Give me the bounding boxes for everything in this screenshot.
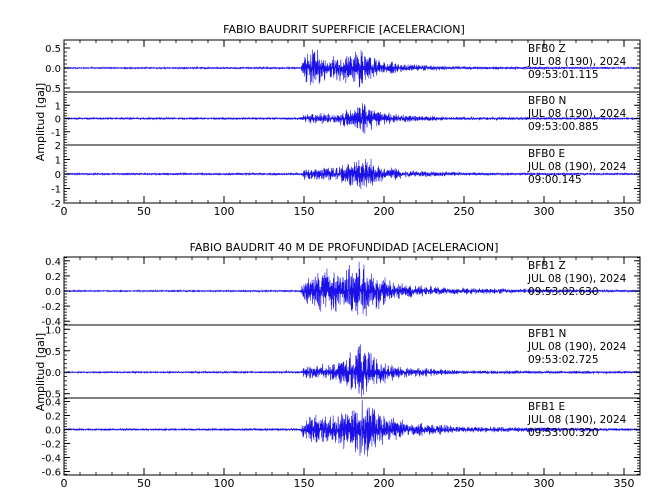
- start-time-label: 09:53:02.725: [528, 354, 599, 366]
- start-time-label: 09:53:00.320: [528, 427, 599, 439]
- y-tick-label: 0.4: [45, 398, 61, 409]
- date-label: JUL 08 (190), 2024: [527, 56, 627, 68]
- station-component-label: BFB1 E: [528, 401, 565, 413]
- station-component-label: BFB0 Z: [528, 43, 566, 55]
- start-time-label: 09:53:00.885: [528, 121, 599, 133]
- x-tick-label: 350: [614, 205, 635, 218]
- y-tick-label: 0.0: [45, 64, 61, 75]
- y-tick-label: 2: [55, 141, 61, 152]
- start-time-label: 09:53:02.630: [528, 286, 599, 298]
- date-label: JUL 08 (190), 2024: [527, 161, 627, 173]
- x-tick-label: 150: [294, 205, 315, 218]
- start-time-label: 09:00.145: [528, 174, 582, 186]
- y-tick-label: 0.2: [45, 412, 61, 423]
- station-component-label: BFB1 N: [528, 328, 566, 340]
- y-tick-label: 0.0: [45, 368, 61, 379]
- x-tick-label: 150: [294, 477, 315, 490]
- date-label: JUL 08 (190), 2024: [527, 273, 627, 285]
- y-tick-label: -0.5: [41, 390, 61, 401]
- y-tick-label: 0.4: [45, 257, 61, 268]
- x-tick-label: 0: [61, 477, 68, 490]
- waveform-trace: [63, 49, 641, 88]
- date-label: JUL 08 (190), 2024: [527, 414, 627, 426]
- x-tick-label: 250: [454, 477, 475, 490]
- y-tick-label: 0.0: [45, 426, 61, 437]
- x-tick-label: 250: [454, 205, 475, 218]
- y-tick-label: -1: [51, 128, 61, 139]
- start-time-label: 09:53:01.115: [528, 69, 599, 81]
- y-tick-label: 0.5: [45, 347, 61, 358]
- y-axis-label-bottom: Amplitud [gal]: [34, 333, 47, 411]
- y-tick-label: 0: [55, 170, 61, 181]
- x-tick-label: 200: [374, 477, 395, 490]
- date-label: JUL 08 (190), 2024: [527, 108, 627, 120]
- x-tick-label: 100: [214, 477, 235, 490]
- x-tick-label: 200: [374, 205, 395, 218]
- y-tick-label: -1: [51, 185, 61, 196]
- y-tick-label: 0.5: [45, 44, 61, 55]
- y-tick-label: 0.2: [45, 272, 61, 283]
- x-tick-label: 300: [534, 205, 555, 218]
- x-tick-label: 50: [137, 477, 151, 490]
- y-tick-label: 0: [55, 115, 61, 126]
- station-component-label: BFB0 E: [528, 148, 565, 160]
- x-tick-label: 350: [614, 477, 635, 490]
- x-tick-label: 100: [214, 205, 235, 218]
- x-tick-label: 0: [61, 205, 68, 218]
- station-component-label: BFB1 Z: [528, 260, 566, 272]
- x-axis-0: 0 50 100 150 200 250 300 350: [61, 40, 641, 218]
- y-tick-label: -0.2: [41, 440, 61, 451]
- y-tick-label: 1: [55, 156, 61, 167]
- y-tick-label: 0.0: [45, 287, 61, 298]
- waveform-trace: [63, 103, 641, 134]
- y-tick-label: -0.2: [41, 302, 61, 313]
- waveform-trace: [63, 261, 641, 317]
- y-tick-label: -0.4: [41, 317, 61, 328]
- waveform-trace: [63, 344, 641, 397]
- chart-title-profundidad: FABIO BAUDRIT 40 M DE PROFUNDIDAD [ACELE…: [190, 241, 499, 254]
- y-tick-label: -0.6: [41, 468, 61, 479]
- chart-title-superficie: FABIO BAUDRIT SUPERFICIE [ACELERACION]: [223, 23, 465, 36]
- x-tick-label: 300: [534, 477, 555, 490]
- y-tick-label: 1.0: [45, 325, 61, 336]
- y-tick-label: -2: [51, 199, 61, 210]
- station-component-label: BFB0 N: [528, 95, 566, 107]
- y-axis-label-top: Amplitud [gal]: [34, 83, 47, 161]
- y-tick-label: 1: [55, 101, 61, 112]
- waveform-trace: [63, 158, 641, 189]
- y-tick-label: -0.5: [41, 84, 61, 95]
- y-tick-label: -0.4: [41, 454, 61, 465]
- x-tick-label: 50: [137, 205, 151, 218]
- date-label: JUL 08 (190), 2024: [527, 341, 627, 353]
- waveform-trace: [63, 399, 641, 457]
- x-axis-1: 0 50 100 150 200 250 300 350: [61, 257, 641, 490]
